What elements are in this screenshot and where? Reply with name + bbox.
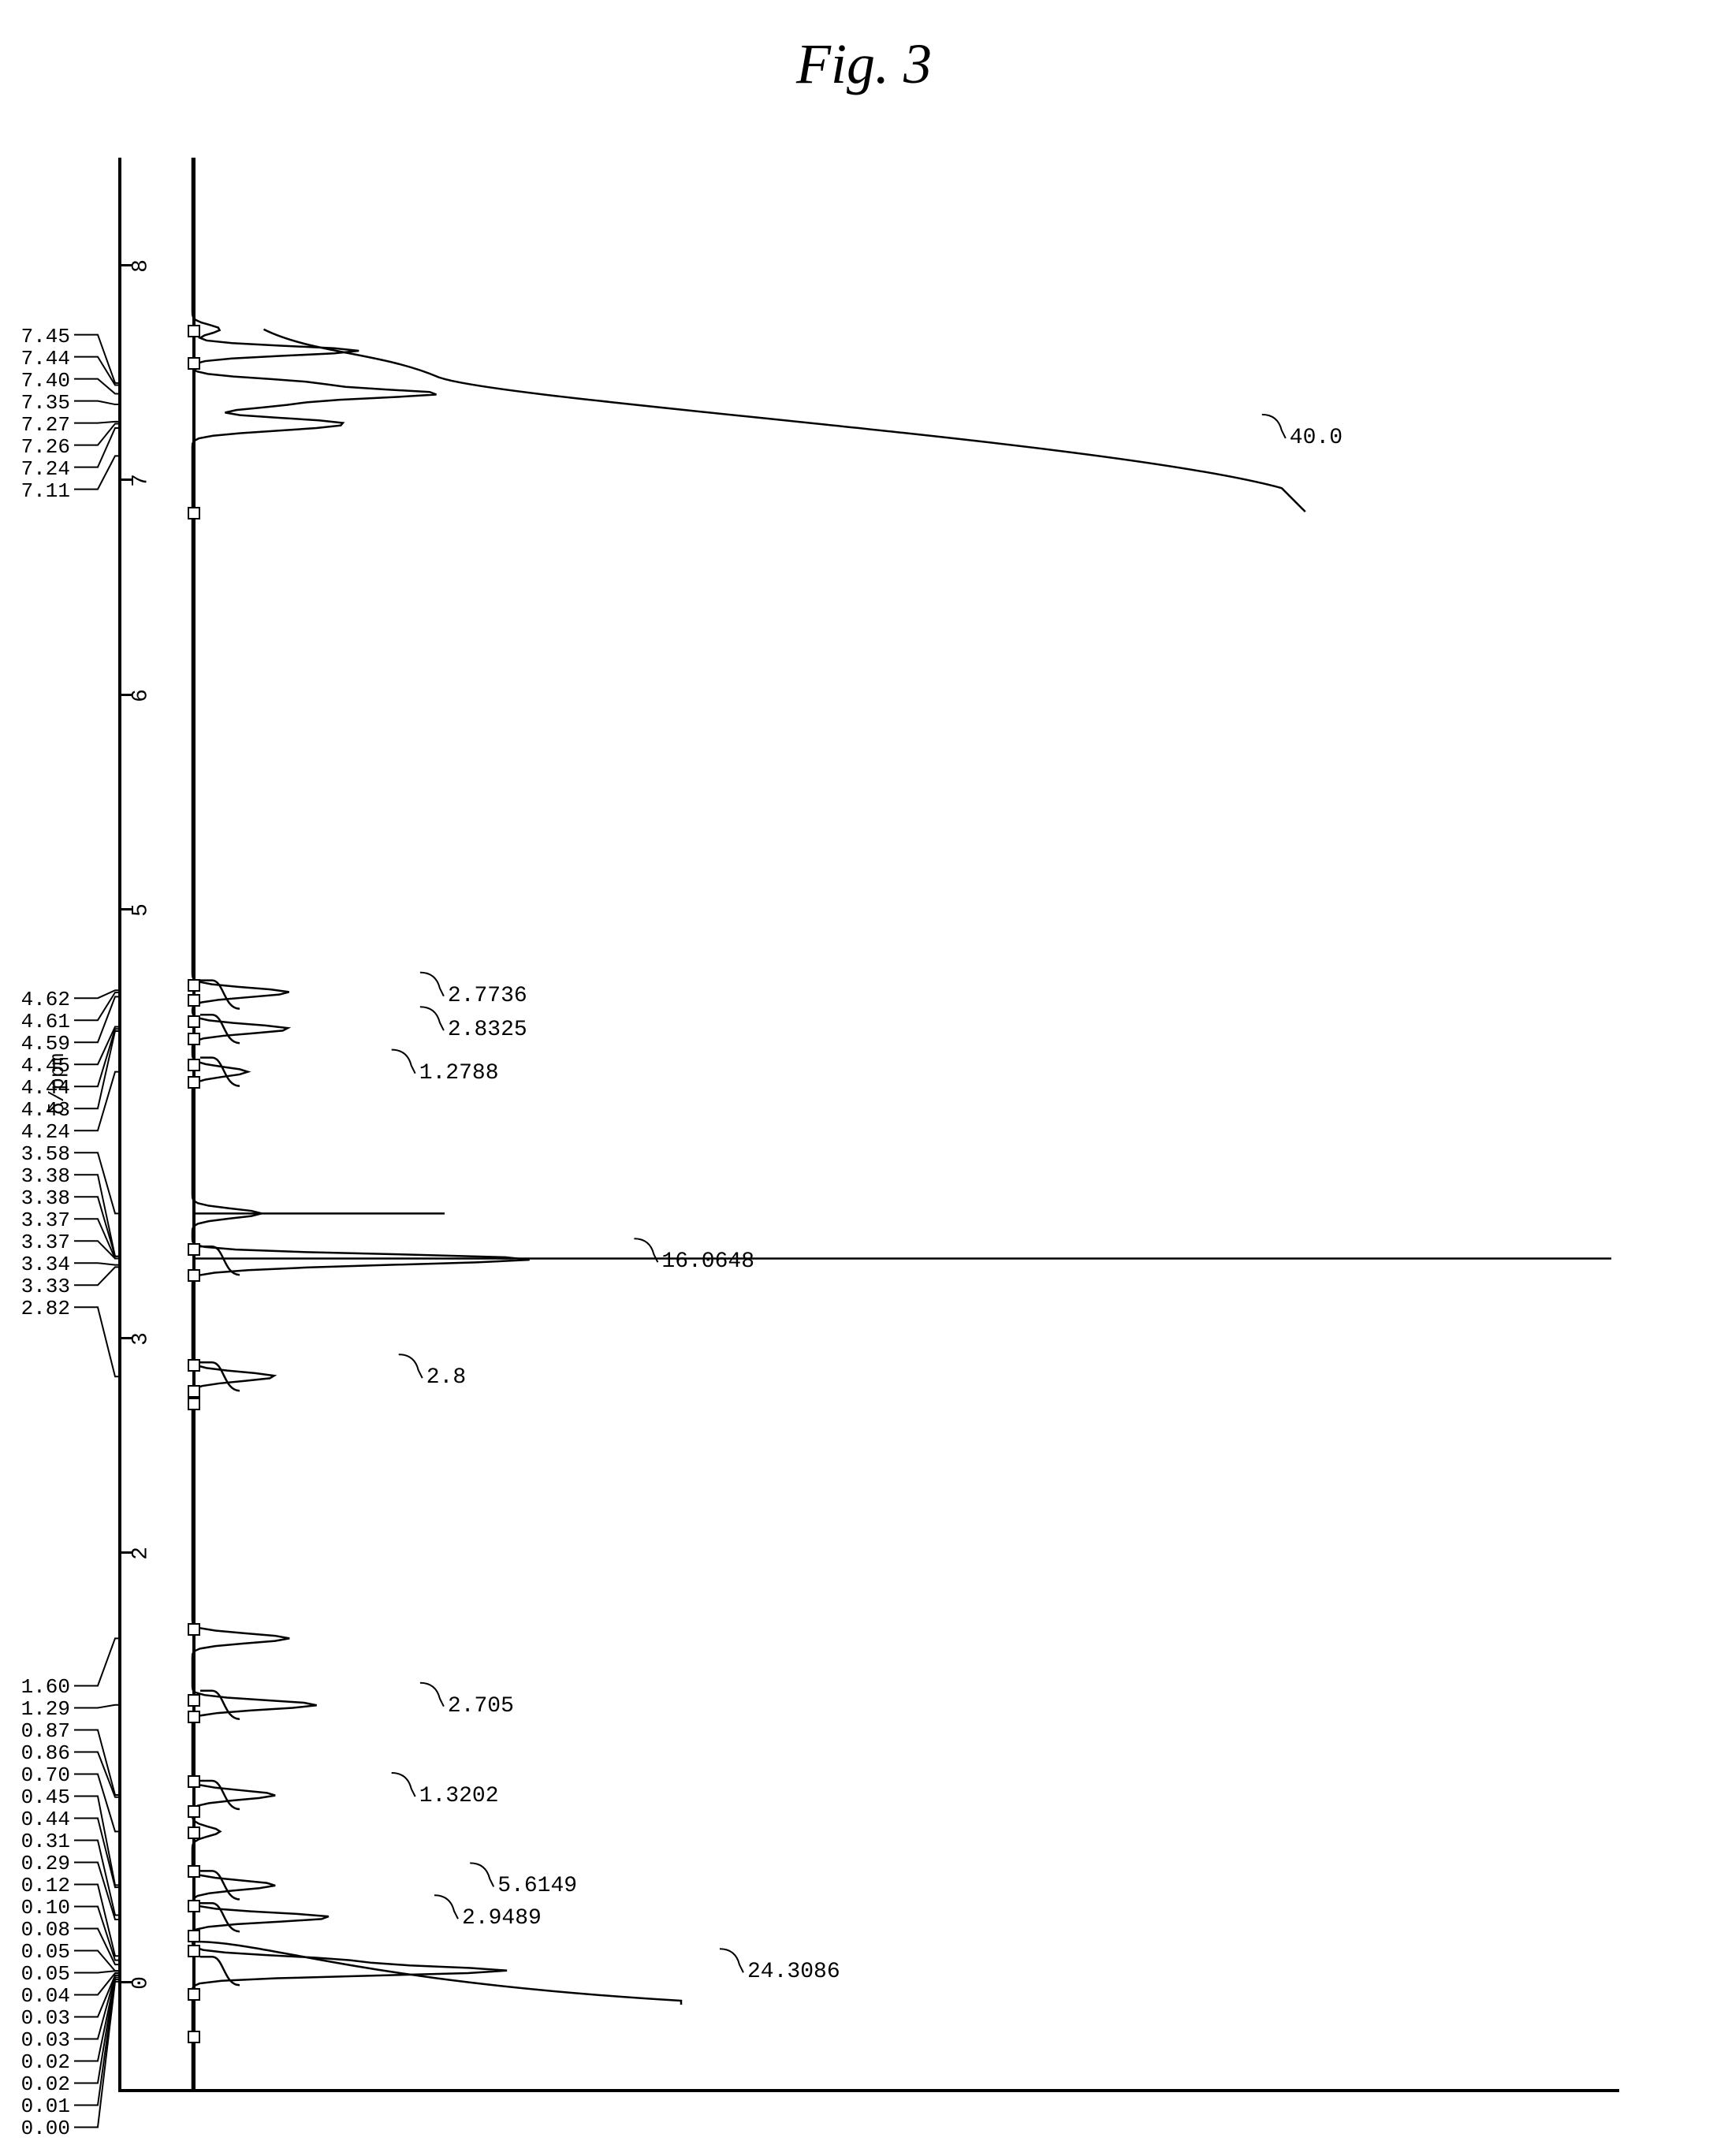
- integral-marker: [188, 507, 200, 519]
- axis-tick-mark: [121, 478, 132, 481]
- peak-ppm-label: 3.58: [0, 1142, 70, 1166]
- integral-marker: [188, 1930, 200, 1942]
- integral-value: 2.8: [426, 1365, 466, 1390]
- peak-ppm-label: 0.29: [0, 1852, 70, 1875]
- axis-tick: 8: [129, 255, 154, 278]
- peak-ppm-label: 0.05: [0, 1962, 70, 1986]
- peak-ppm-label: 0.45: [0, 1785, 70, 1809]
- peak-ppm-label: 7.26: [0, 435, 70, 459]
- peak-ppm-label: 0.05: [0, 1940, 70, 1964]
- peak-ppm-label: 0.02: [0, 2050, 70, 2074]
- peak-ppm-label: 7.35: [0, 391, 70, 415]
- integral-marker: [188, 357, 200, 370]
- peak-ppm-label: 0.02: [0, 2072, 70, 2096]
- integral-marker: [188, 1623, 200, 1636]
- integral-marker: [188, 1694, 200, 1707]
- peak-ppm-label: 3.38: [0, 1186, 70, 1210]
- integral-marker: [188, 1359, 200, 1372]
- spectrum-svg: [121, 158, 1619, 2089]
- peak-ppm-label: 0.04: [0, 1984, 70, 2008]
- peak-ppm-label: 4.59: [0, 1032, 70, 1056]
- peak-ppm-label: 4.24: [0, 1120, 70, 1144]
- axis-tick-mark: [121, 1981, 132, 1983]
- peak-ppm-label: 0.86: [0, 1741, 70, 1765]
- peak-ppm-label: 0.08: [0, 1918, 70, 1942]
- peak-ppm-label: 0.87: [0, 1719, 70, 1743]
- integral-marker: [188, 1243, 200, 1256]
- peak-ppm-label: 3.38: [0, 1164, 70, 1188]
- integral-marker: [188, 994, 200, 1007]
- axis-tick-mark: [121, 1337, 132, 1339]
- peak-ppm-label: 7.40: [0, 369, 70, 393]
- integral-marker: [188, 1945, 200, 1957]
- axis-tick-mark: [121, 264, 132, 266]
- integral-marker: [188, 1826, 200, 1839]
- page: Fig. 3 0235678 7.457.447.407.357.277.267…: [0, 0, 1728, 2156]
- axis-tick: 6: [129, 683, 154, 707]
- integral-marker: [188, 1059, 200, 1071]
- integral-value: 2.9489: [462, 1906, 542, 1931]
- integral-marker: [188, 979, 200, 992]
- peak-ppm-label: 4.62: [0, 988, 70, 1011]
- peak-ppm-label: 3.37: [0, 1231, 70, 1254]
- peak-ppm-label: 0.01: [0, 2095, 70, 2118]
- integral-marker: [188, 1015, 200, 1028]
- integral-marker: [188, 1269, 200, 1282]
- integral-value: 16.0648: [661, 1249, 754, 1274]
- peak-ppm-label: 0.31: [0, 1830, 70, 1853]
- axis-tick-mark: [121, 694, 132, 696]
- peak-ppm-label: 0.03: [0, 2006, 70, 2030]
- peak-ppm-label: 4.61: [0, 1010, 70, 1033]
- peak-ppm-label: 7.11: [0, 479, 70, 503]
- peak-ppm-label: 1.60: [0, 1675, 70, 1699]
- integral-marker: [188, 1398, 200, 1410]
- peak-ppm-label: 2.82: [0, 1297, 70, 1320]
- peak-ppm-label: 3.34: [0, 1253, 70, 1276]
- integral-marker: [188, 1805, 200, 1818]
- nmr-plot: 0235678 7.457.447.407.357.277.267.247.11…: [118, 158, 1619, 2092]
- integral-marker: [188, 1900, 200, 1912]
- integral-value: 2.705: [448, 1694, 514, 1718]
- axis-tick: 7: [129, 469, 154, 493]
- axis-tick-mark: [121, 908, 132, 910]
- peak-ppm-label: 3.33: [0, 1275, 70, 1298]
- peak-ppm-label: 0.44: [0, 1808, 70, 1831]
- peak-ppm-label: 7.44: [0, 347, 70, 371]
- integral-marker: [188, 2031, 200, 2043]
- peak-ppm-label: 0.03: [0, 2028, 70, 2052]
- axis-unit-label: δ/ppm: [46, 1053, 69, 1115]
- integral-value: 2.7736: [448, 984, 527, 1008]
- integral-marker: [188, 1988, 200, 2001]
- peak-ppm-label: 0.10: [0, 1896, 70, 1920]
- peak-ppm-label: 7.45: [0, 325, 70, 348]
- peak-ppm-label: 1.29: [0, 1697, 70, 1721]
- integral-marker: [188, 1033, 200, 1045]
- axis-tick: 3: [129, 1327, 154, 1351]
- integral-marker: [188, 325, 200, 337]
- integral-value: 24.3086: [747, 1960, 840, 1984]
- integral-marker: [188, 1711, 200, 1723]
- integral-marker: [188, 1865, 200, 1878]
- figure-title: Fig. 3: [0, 32, 1728, 97]
- peak-ppm-label: 0.00: [0, 2117, 70, 2140]
- integral-marker: [188, 1775, 200, 1788]
- peak-ppm-label: 7.24: [0, 457, 70, 481]
- integral-value: 1.3202: [419, 1784, 499, 1808]
- axis-tick: 0: [129, 1971, 154, 1994]
- axis-tick: 2: [129, 1542, 154, 1566]
- peak-ppm-label: 0.12: [0, 1874, 70, 1897]
- integral-value: 40.0: [1290, 426, 1343, 450]
- integral-value: 2.8325: [448, 1018, 527, 1042]
- peak-ppm-label: 3.37: [0, 1208, 70, 1232]
- integral-value: 5.6149: [497, 1874, 577, 1898]
- integral-marker: [188, 1076, 200, 1089]
- axis-tick-mark: [121, 1551, 132, 1554]
- integral-marker: [188, 1385, 200, 1398]
- peak-ppm-label: 7.27: [0, 413, 70, 437]
- peak-ppm-label: 0.70: [0, 1763, 70, 1787]
- integral-value: 1.2788: [419, 1061, 499, 1085]
- axis-tick: 5: [129, 898, 154, 922]
